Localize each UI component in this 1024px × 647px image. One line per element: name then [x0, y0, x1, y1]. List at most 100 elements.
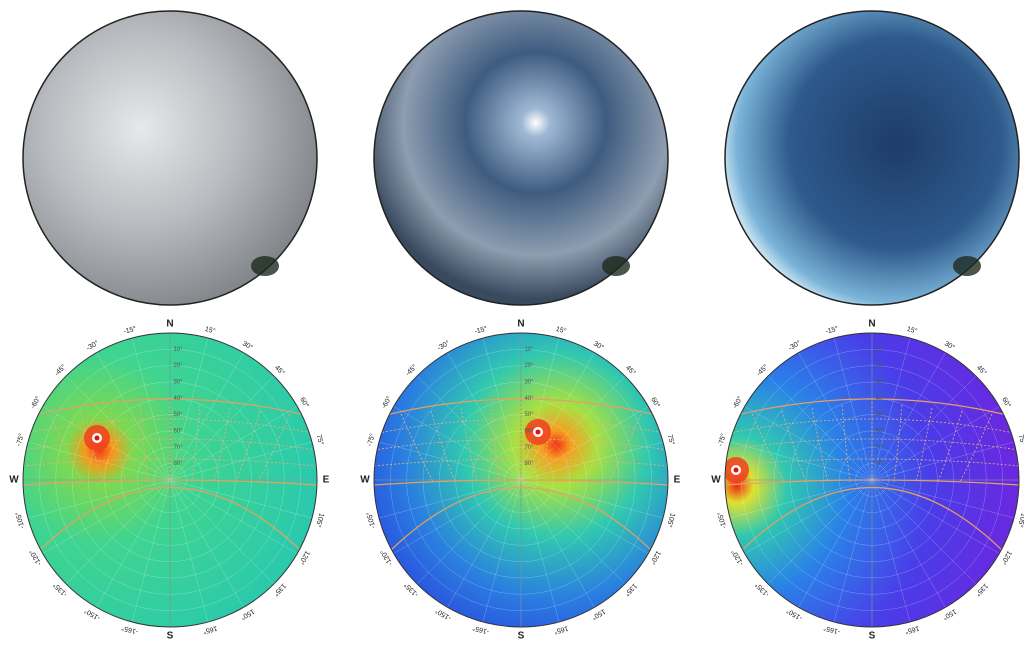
azimuth-label: 150°: [239, 607, 256, 621]
grid-spoke: [42, 479, 171, 554]
grid-spoke: [482, 479, 522, 623]
grid-spoke: [871, 479, 977, 585]
grid-spoke: [520, 479, 626, 585]
grid-spoke: [447, 479, 522, 608]
altitude-label: 20°: [524, 363, 534, 369]
grid-spoke: [393, 406, 522, 481]
grid-spoke: [378, 479, 522, 519]
grid-spoke: [520, 406, 649, 481]
grid-spoke: [871, 479, 911, 623]
grid-spoke: [96, 479, 171, 608]
grid-spoke: [744, 406, 873, 481]
day-line: [725, 438, 1019, 451]
azimuth-label: -105°: [14, 511, 26, 530]
azimuth-label: 105°: [314, 512, 326, 528]
sun-band: [34, 487, 306, 556]
sky-map: [23, 333, 317, 627]
sky-map: [725, 333, 1019, 627]
azimuth-label: 15°: [204, 325, 216, 336]
compass-label: S: [167, 631, 174, 642]
hour-line: [751, 413, 785, 483]
day-line: [23, 458, 317, 467]
altitude-label: 20°: [173, 363, 183, 369]
azimuth-label: 45°: [273, 364, 286, 377]
grid-spoke: [833, 479, 873, 623]
grid-spoke: [520, 375, 626, 481]
sun-center: [733, 467, 739, 473]
hour-line: [959, 413, 993, 483]
hour-line: [49, 413, 83, 483]
azimuth-label: 120°: [297, 549, 311, 566]
altitude-label: 40°: [875, 396, 885, 402]
altitude-label: 50°: [173, 412, 183, 418]
altitude-label: 60°: [524, 429, 534, 435]
altitude-label: 10°: [875, 347, 885, 353]
day-line: [725, 418, 1019, 435]
day-line: [23, 418, 317, 435]
grid-spoke: [871, 406, 1000, 481]
grid-spoke: [416, 479, 522, 585]
grid-spoke: [729, 479, 873, 519]
azimuth-label: 75°: [666, 434, 677, 446]
altitude-label: 50°: [524, 412, 534, 418]
azimuth-label: -45°: [755, 363, 770, 378]
hour-line: [79, 410, 105, 483]
grid-spoke: [871, 479, 1000, 554]
altitude-label: 60°: [173, 429, 183, 435]
grid-spoke: [169, 441, 313, 481]
altitude-label: 80°: [173, 461, 183, 467]
hour-line: [811, 407, 829, 483]
grid-spoke: [65, 479, 171, 585]
azimuth-label: 165°: [904, 624, 920, 636]
tree: [953, 256, 981, 276]
map-rim: [373, 332, 669, 628]
day-line: [374, 458, 668, 467]
azimuth-label: 30°: [943, 340, 956, 352]
compass-label: N: [166, 319, 173, 330]
azimuth-label: -165°: [120, 624, 139, 636]
azimuth-label: -75°: [366, 432, 377, 447]
azimuth-label: -75°: [717, 432, 728, 447]
grid-spoke: [65, 375, 171, 481]
tree: [602, 256, 630, 276]
day-line: [374, 438, 668, 451]
azimuth-label: 165°: [202, 624, 218, 636]
compass-label: W: [360, 475, 370, 486]
sun-band: [23, 398, 317, 419]
compass-label: S: [869, 631, 876, 642]
azimuth-label: -165°: [822, 624, 841, 636]
compass-label: E: [674, 475, 681, 486]
compass-label: W: [9, 475, 19, 486]
azimuth-label: 60°: [1000, 396, 1012, 409]
grid-spoke: [871, 479, 946, 608]
azimuth-label: -15°: [474, 325, 489, 336]
compass-label: W: [711, 475, 721, 486]
sky-photo: [373, 10, 669, 306]
azimuth-label: 75°: [1017, 434, 1024, 446]
grid-spoke: [871, 337, 911, 481]
altitude-label: 70°: [524, 445, 534, 451]
altitude-label: 40°: [524, 396, 534, 402]
azimuth-label: -165°: [471, 624, 490, 636]
grid-spoke: [520, 479, 595, 608]
grid-spoke: [416, 375, 522, 481]
azimuth-label: -60°: [380, 395, 393, 410]
altitude-label: 30°: [173, 380, 183, 386]
compass-label: N: [868, 319, 875, 330]
hour-line: [460, 407, 478, 483]
azimuth-label: -105°: [716, 511, 728, 530]
grid-spoke: [169, 352, 244, 481]
azimuth-label: 120°: [648, 549, 662, 566]
sun-band: [725, 398, 1019, 419]
azimuth-label: 165°: [553, 624, 569, 636]
sun-center: [94, 435, 100, 441]
grid-spoke: [169, 479, 313, 519]
hour-line: [841, 404, 851, 483]
azimuth-label: -15°: [123, 325, 138, 336]
grid-spoke: [169, 479, 275, 585]
grid-spoke: [520, 441, 664, 481]
grid-spoke: [871, 441, 1015, 481]
hour-line: [490, 404, 500, 483]
grid-spoke: [393, 479, 522, 554]
altitude-label: 30°: [875, 380, 885, 386]
